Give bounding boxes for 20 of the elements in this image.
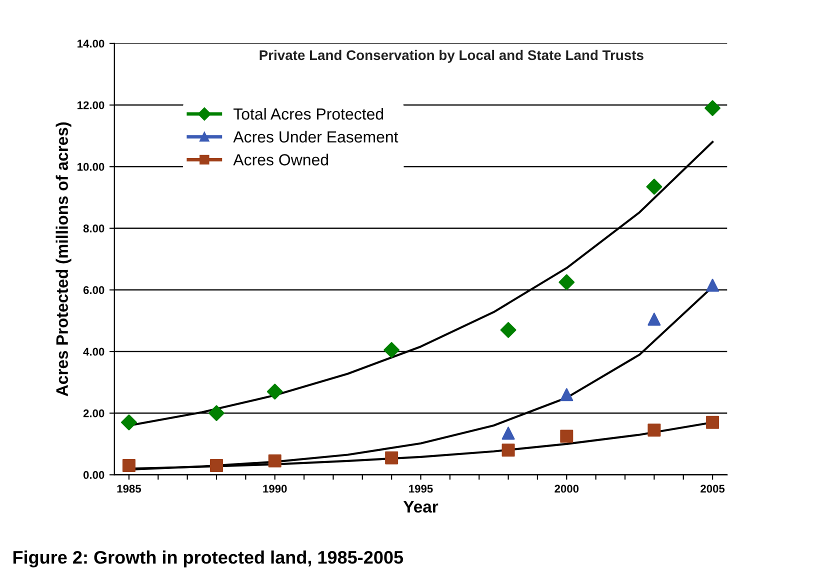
x-tick-label: 2000 [554,484,579,493]
legend-label: Acres Under Easement [233,130,398,143]
x-tick-label: 1995 [409,484,433,493]
x-tick-label: 2005 [700,484,725,493]
legend-label: Acres Owned [233,154,328,166]
y-tick-label: 0.00 [83,471,104,479]
x-tick-label: 1990 [263,484,287,493]
caption: Figure 2: Growth in protected land, 1985-2005 [13,550,404,568]
y-tick-label: 10.00 [78,162,104,171]
y-tick-label: 12.00 [78,101,104,110]
y-tick-label: 4.00 [83,348,104,356]
y-tick-label: 8.00 [83,224,104,232]
y-tick-label: 14.00 [78,40,104,48]
x-axis-title: Year [403,501,438,513]
y-tick-label: 2.00 [83,409,104,418]
legend-label: Total Acres Protected [234,108,384,120]
x-tick-label: 1985 [117,484,142,493]
y-tick-label: 6.00 [83,286,104,294]
chart-title: Private Land Conservation by Local and State Land Trusts [260,50,644,63]
y-axis-title: Acres Protected (millions of acres) [56,122,72,396]
